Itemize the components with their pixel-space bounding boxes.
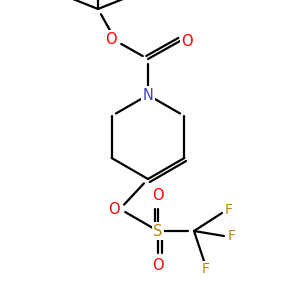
Text: F: F — [225, 203, 233, 217]
Text: N: N — [142, 88, 153, 103]
Text: F: F — [202, 262, 210, 276]
Text: O: O — [152, 259, 164, 274]
Text: O: O — [108, 202, 120, 217]
Text: O: O — [181, 34, 193, 49]
Text: O: O — [105, 32, 117, 46]
Text: S: S — [153, 224, 163, 238]
Text: O: O — [152, 188, 164, 203]
Text: F: F — [228, 229, 236, 243]
